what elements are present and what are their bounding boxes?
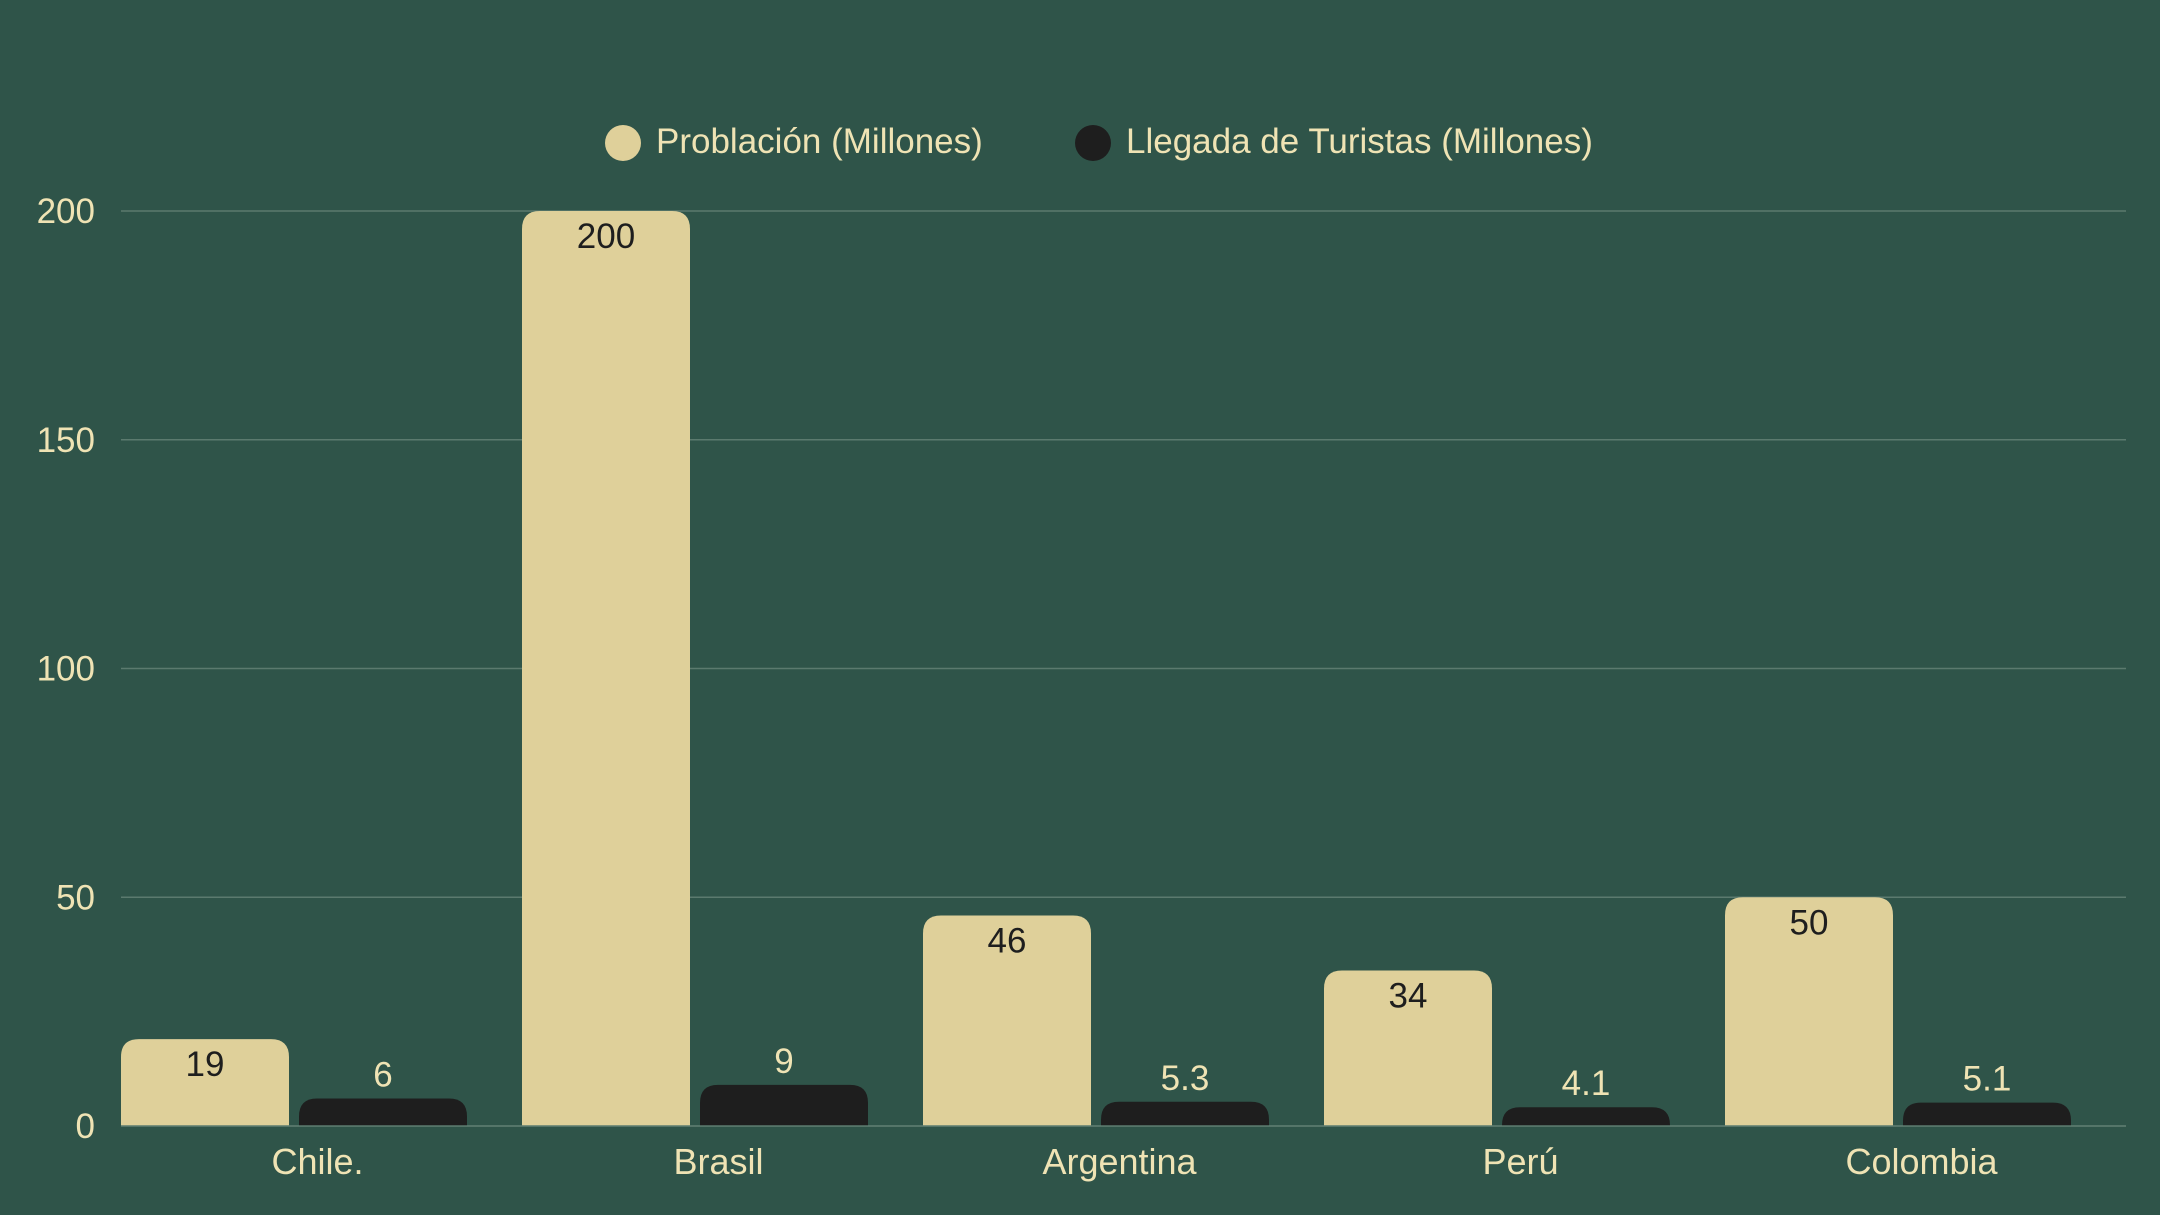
data-label-turistas: 6: [373, 1056, 392, 1095]
bar-turistas: [1903, 1102, 2071, 1126]
data-label-poblacion: 34: [1389, 976, 1428, 1015]
legend-swatch-turistas: [1075, 125, 1111, 161]
legend: Problación (Millones) Llegada de Turista…: [605, 122, 1593, 161]
data-label-turistas: 5.3: [1161, 1059, 1210, 1098]
x-tick-label: Chile.: [271, 1141, 363, 1182]
bar-turistas: [299, 1098, 467, 1126]
x-tick-label: Colombia: [1845, 1141, 1998, 1182]
bar-turistas: [700, 1084, 868, 1126]
y-tick-label: 150: [37, 421, 95, 460]
x-tick-label: Argentina: [1042, 1141, 1197, 1182]
data-label-turistas: 4.1: [1562, 1064, 1611, 1103]
legend-label-poblacion: Problación (Millones): [656, 122, 983, 161]
bar-poblacion: [923, 915, 1091, 1126]
y-tick-label: 100: [37, 650, 95, 689]
data-label-turistas: 9: [774, 1042, 793, 1081]
y-tick-label: 200: [37, 192, 95, 231]
x-tick-label: Perú: [1482, 1141, 1558, 1182]
legend-swatch-poblacion: [605, 125, 641, 161]
bar-poblacion: [522, 211, 690, 1126]
data-label-turistas: 5.1: [1963, 1060, 2012, 1099]
y-tick-label: 0: [76, 1107, 95, 1146]
bar-turistas: [1502, 1107, 1670, 1126]
data-label-poblacion: 46: [988, 922, 1027, 961]
y-axis: 0 50 100 150 200: [37, 192, 95, 1146]
y-tick-label: 50: [56, 878, 95, 917]
legend-label-turistas: Llegada de Turistas (Millones): [1126, 122, 1593, 161]
data-label-poblacion: 19: [186, 1045, 225, 1084]
bars: 19 6 200 9 46 5.3 34 4.1 50 5.1: [121, 211, 2071, 1126]
data-label-poblacion: 200: [577, 217, 635, 256]
bar-poblacion: [121, 1039, 289, 1126]
x-axis: Chile. Brasil Argentina Perú Colombia: [121, 1125, 2126, 1182]
x-tick-label: Brasil: [673, 1141, 763, 1182]
data-label-poblacion: 50: [1790, 903, 1829, 942]
bar-poblacion: [1725, 897, 1893, 1126]
bar-turistas: [1101, 1101, 1269, 1126]
bar-poblacion: [1324, 970, 1492, 1126]
